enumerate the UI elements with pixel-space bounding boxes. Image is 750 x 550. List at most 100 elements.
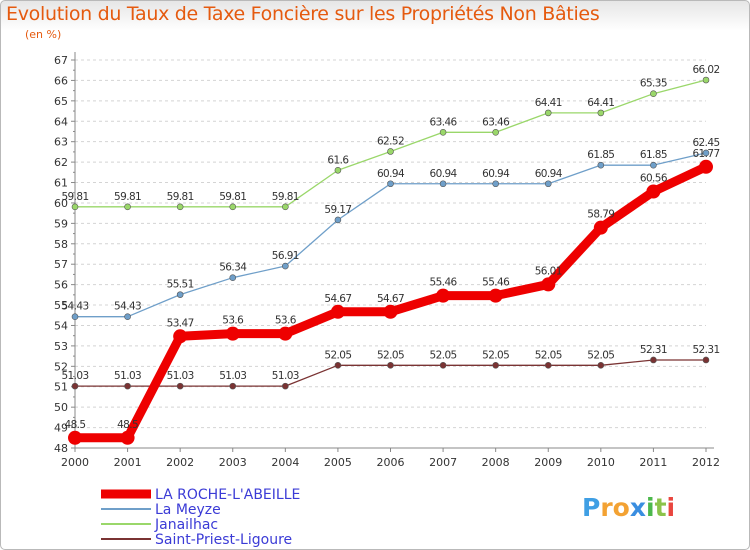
chart-title: Evolution du Taux de Taxe Foncière sur l… (6, 3, 600, 25)
data-label: 61.85 (640, 149, 667, 161)
logo-letter: i (646, 493, 655, 522)
data-point (278, 326, 293, 341)
data-label: 51.03 (219, 370, 246, 382)
chart-subtitle: (en %) (25, 28, 62, 41)
data-point (334, 166, 342, 174)
grid (75, 59, 706, 449)
data-point (544, 180, 552, 188)
data-point (387, 148, 394, 155)
data-label: 56.34 (219, 262, 247, 274)
y-tick-label: 66 (54, 74, 68, 87)
data-point (387, 180, 394, 188)
data-point (282, 262, 289, 270)
data-point (71, 382, 79, 390)
data-point (173, 329, 188, 344)
data-label: 54.67 (324, 293, 351, 305)
x-tick-label: 2010 (587, 456, 615, 469)
data-label: 60.56 (640, 173, 668, 185)
data-point (124, 203, 131, 211)
data-label: 62.52 (377, 135, 404, 147)
y-tick-label: 62 (54, 156, 68, 169)
data-point (225, 326, 240, 341)
x-tick-label: 2003 (219, 456, 247, 469)
y-tick-label: 53 (54, 340, 68, 353)
y-tick-label: 49 (54, 422, 68, 435)
data-point (229, 203, 237, 211)
data-label: 62.45 (692, 137, 719, 149)
data-point (282, 203, 289, 211)
data-point (439, 361, 447, 369)
data-point (71, 313, 79, 320)
data-label: 56.01 (535, 265, 562, 277)
data-label: 55.51 (167, 279, 194, 291)
data-point (439, 180, 447, 188)
data-label: 60.94 (377, 168, 405, 180)
data-point (646, 184, 661, 199)
data-label: 64.41 (587, 97, 614, 109)
data-label: 56.91 (272, 250, 299, 262)
data-label: 53.47 (167, 317, 194, 329)
y-tick-label: 50 (54, 401, 68, 414)
y-tick-label: 52 (54, 360, 68, 373)
data-point (68, 430, 82, 445)
data-label: 54.43 (114, 301, 141, 313)
logo-letter: r (600, 493, 613, 522)
y-tick-label: 48 (54, 442, 68, 455)
data-label: 48.5 (65, 419, 86, 431)
data-labels: 48.5 48.5 53.47 53.6 53.6 54.67 54.67 55.46 55.4… (61, 64, 720, 431)
y-tick-label: 64 (54, 115, 68, 128)
data-label: 59.81 (219, 191, 246, 203)
legend-label: LA ROCHE-L'ABEILLE (155, 487, 300, 503)
data-label: 63.46 (430, 116, 458, 128)
x-tick-label: 2005 (324, 456, 352, 469)
y-tick-label: 55 (54, 299, 68, 312)
data-label: 52.05 (430, 349, 457, 361)
logo-letter: P (582, 493, 600, 522)
data-point (702, 76, 710, 84)
y-tick-label: 54 (54, 319, 68, 332)
data-label: 63.46 (482, 116, 510, 128)
data-label: 51.03 (61, 370, 88, 382)
x-tick-label: 2012 (692, 456, 720, 469)
data-point (330, 304, 345, 319)
data-point (383, 304, 398, 319)
y-tick-label: 60 (54, 197, 68, 210)
data-point (544, 361, 552, 369)
data-point (492, 180, 499, 188)
data-label: 54.67 (377, 293, 404, 305)
data-label: 52.05 (324, 349, 351, 361)
data-point (650, 90, 657, 97)
x-tick-label: 2009 (534, 456, 562, 469)
data-label: 52.31 (692, 344, 719, 356)
data-label: 66.02 (692, 64, 719, 76)
data-point (282, 382, 289, 390)
data-point (597, 109, 605, 117)
data-label: 59.81 (114, 191, 141, 203)
data-label: 60.94 (482, 168, 510, 180)
y-tick-label: 51 (54, 381, 68, 394)
data-label: 51.03 (272, 370, 299, 382)
data-point (650, 161, 657, 169)
data-label: 58.79 (587, 209, 614, 221)
logo-letter: o (613, 493, 630, 522)
data-point (387, 361, 394, 369)
data-label: 53.6 (275, 315, 297, 327)
x-tick-label: 2001 (114, 456, 142, 469)
data-label: 64.41 (535, 97, 562, 109)
x-tick-label: 2008 (482, 456, 510, 469)
data-label: 52.05 (587, 349, 614, 361)
data-point (176, 291, 184, 298)
axes: 48 49 50 51 52 53 54 55 56 57 58 59 60 61 62 63 64 65 66 67… (54, 52, 720, 469)
x-tick-label: 2000 (61, 456, 89, 469)
data-label: 61.77 (692, 148, 719, 160)
y-tick-label: 67 (54, 54, 68, 67)
data-label: 54.43 (61, 301, 88, 313)
data-point (544, 109, 552, 117)
data-point (699, 159, 713, 174)
data-point (492, 128, 499, 136)
data-point (597, 161, 605, 169)
x-tick-label: 2011 (639, 456, 667, 469)
data-point (124, 313, 131, 320)
